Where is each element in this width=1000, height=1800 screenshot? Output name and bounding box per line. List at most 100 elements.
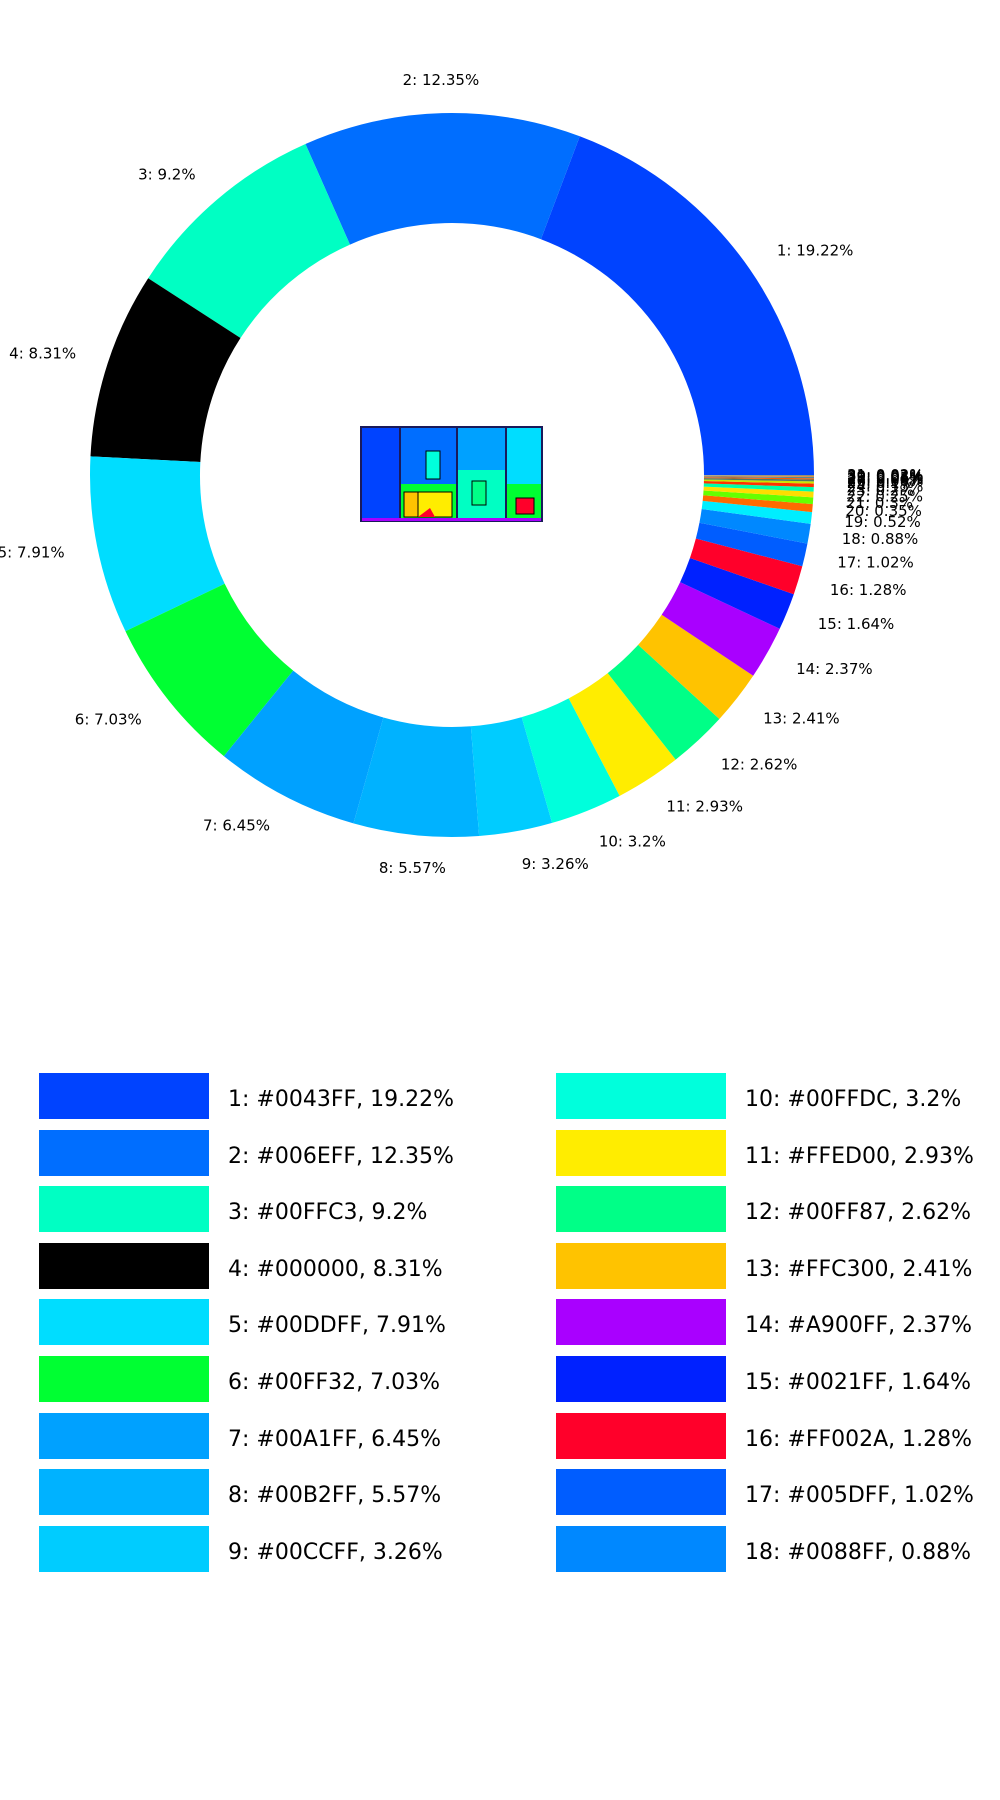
slice-label-6: 6: 7.03% bbox=[75, 711, 142, 729]
slice-label-7: 7: 6.45% bbox=[203, 817, 270, 835]
slice-13 bbox=[638, 614, 754, 720]
slice-30 bbox=[703, 475, 814, 477]
slice-label-26: 26: 0.08% bbox=[847, 472, 924, 490]
slice-labels: 1: 19.22% 2: 12.35% 3: 9.2% 4: 8.31% 5: 7.91… bbox=[0, 71, 924, 877]
slice-label-29: 29: 0.04% bbox=[847, 468, 924, 486]
legend-swatch-8 bbox=[39, 1469, 209, 1516]
slice-label-4: 4: 8.31% bbox=[9, 344, 76, 362]
legend-label-8: 8: #00B2FF, 5.57% bbox=[228, 1483, 442, 1509]
slice-label-12: 12: 2.62% bbox=[721, 755, 798, 773]
slice-label-3: 3: 9.2% bbox=[138, 166, 195, 184]
slice-1 bbox=[540, 136, 814, 475]
slice-28 bbox=[703, 476, 814, 479]
slice-19 bbox=[701, 500, 813, 524]
legend-label-9: 9: #00CCFF, 3.26% bbox=[228, 1539, 443, 1565]
slice-label-2: 2: 12.35% bbox=[403, 71, 480, 89]
legend-swatch-2 bbox=[39, 1129, 209, 1176]
slice-label-22: 22: 0.25% bbox=[846, 487, 923, 505]
slice-9 bbox=[470, 717, 553, 836]
slice-11 bbox=[568, 673, 676, 796]
legend-swatch-6 bbox=[39, 1356, 209, 1402]
legend-label-10: 10: #00FFDC, 3.2% bbox=[745, 1087, 962, 1112]
slice-label-17: 17: 1.02% bbox=[837, 553, 914, 571]
slice-20 bbox=[702, 495, 813, 513]
slice-label-1: 1: 19.22% bbox=[777, 241, 854, 259]
slice-label-23: 23: 0.2% bbox=[847, 482, 914, 500]
legend-swatch-17 bbox=[556, 1469, 726, 1516]
slice-label-14: 14: 2.37% bbox=[796, 660, 873, 678]
legend-label-5: 5: #00DDFF, 7.91% bbox=[228, 1313, 446, 1339]
slice-23 bbox=[703, 483, 814, 492]
slice-15 bbox=[680, 557, 794, 629]
legend-label-2: 2: #006EFF, 12.35% bbox=[228, 1143, 454, 1169]
slice-label-31: 31: 0.02% bbox=[847, 466, 924, 484]
legend-swatch-1 bbox=[39, 1073, 209, 1119]
legend-label-3: 3: #00FFC3, 9.2% bbox=[228, 1200, 428, 1226]
legend-swatch-12 bbox=[556, 1186, 726, 1233]
slice-25 bbox=[703, 479, 814, 484]
slice-18 bbox=[699, 509, 811, 544]
legend-swatch-10 bbox=[556, 1073, 726, 1119]
legend-label-6: 6: #00FF32, 7.03% bbox=[228, 1370, 441, 1395]
slice-label-8: 8: 5.57% bbox=[379, 859, 446, 877]
slice-3 bbox=[148, 143, 350, 338]
slice-label-11: 11: 2.93% bbox=[666, 798, 743, 816]
slice-22 bbox=[703, 486, 814, 498]
legend-swatch-5 bbox=[39, 1299, 209, 1346]
slice-14 bbox=[661, 582, 780, 676]
legend-swatch-18 bbox=[556, 1525, 726, 1572]
legend-label-16: 16: #FF002A, 1.28% bbox=[745, 1426, 973, 1452]
legend-swatch-4 bbox=[39, 1242, 209, 1289]
donut-slices bbox=[90, 113, 814, 837]
slice-label-16: 16: 1.28% bbox=[830, 581, 907, 599]
legend-label-15: 15: #0021FF, 1.64% bbox=[745, 1370, 972, 1395]
slice-label-24: 24: 0.15% bbox=[847, 477, 924, 495]
slice-16 bbox=[689, 538, 803, 595]
legend-swatch-9 bbox=[39, 1525, 209, 1572]
slice-27 bbox=[703, 477, 814, 480]
slice-label-21: 21: 0.3% bbox=[846, 494, 913, 512]
slice-label-13: 13: 2.41% bbox=[763, 709, 840, 727]
legend-label-13: 13: #FFC300, 2.41% bbox=[745, 1256, 973, 1282]
slice-label-18: 18: 0.88% bbox=[842, 530, 919, 548]
slice-26 bbox=[703, 478, 814, 482]
slice-10 bbox=[521, 698, 620, 823]
legend-swatch-3 bbox=[39, 1186, 209, 1233]
slice-label-5: 5: 7.91% bbox=[0, 543, 65, 561]
legend-label-12: 12: #00FF87, 2.62% bbox=[745, 1200, 972, 1226]
legend-swatch-13 bbox=[556, 1242, 726, 1289]
legend-swatch-11 bbox=[556, 1129, 726, 1176]
slice-29 bbox=[703, 475, 814, 478]
legend-swatch-15 bbox=[556, 1356, 726, 1402]
slice-7 bbox=[223, 670, 384, 824]
legend-label-18: 18: #0088FF, 0.88% bbox=[745, 1539, 972, 1565]
slice-label-25: 25: 0.1% bbox=[847, 474, 914, 492]
slice-6 bbox=[125, 583, 294, 757]
slice-label-10: 10: 3.2% bbox=[599, 833, 666, 851]
slice-5 bbox=[90, 456, 225, 632]
slice-label-30: 30: 0.03% bbox=[847, 467, 924, 485]
slice-label-20: 20: 0.35% bbox=[845, 502, 922, 520]
slice-12 bbox=[607, 644, 720, 760]
slice-8 bbox=[353, 717, 480, 837]
slice-label-15: 15: 1.64% bbox=[818, 615, 895, 633]
legend-label-4: 4: #000000, 8.31% bbox=[228, 1256, 443, 1282]
slice-label-19: 19: 0.52% bbox=[844, 513, 921, 531]
slice-label-28: 28: 0.05% bbox=[847, 469, 924, 487]
legend-label-1: 1: #0043FF, 19.22% bbox=[228, 1087, 455, 1112]
legend-swatch-7 bbox=[39, 1412, 209, 1459]
legend-label-7: 7: #00A1FF, 6.45% bbox=[228, 1426, 442, 1452]
legend-label-14: 14: #A900FF, 2.37% bbox=[745, 1313, 973, 1339]
center-thumbnail-image bbox=[360, 426, 543, 522]
legend-swatch-14 bbox=[556, 1299, 726, 1346]
slice-21 bbox=[703, 490, 814, 505]
legend-label-17: 17: #005DFF, 1.02% bbox=[745, 1483, 974, 1509]
legend-label-11: 11: #FFED00, 2.93% bbox=[745, 1143, 974, 1169]
slice-24 bbox=[703, 481, 814, 488]
slice-2 bbox=[305, 113, 580, 245]
slice-label-27: 27: 0.06% bbox=[847, 470, 924, 488]
slice-label-9: 9: 3.26% bbox=[522, 855, 589, 873]
slice-17 bbox=[695, 522, 808, 567]
legend-swatch-16 bbox=[556, 1412, 726, 1459]
